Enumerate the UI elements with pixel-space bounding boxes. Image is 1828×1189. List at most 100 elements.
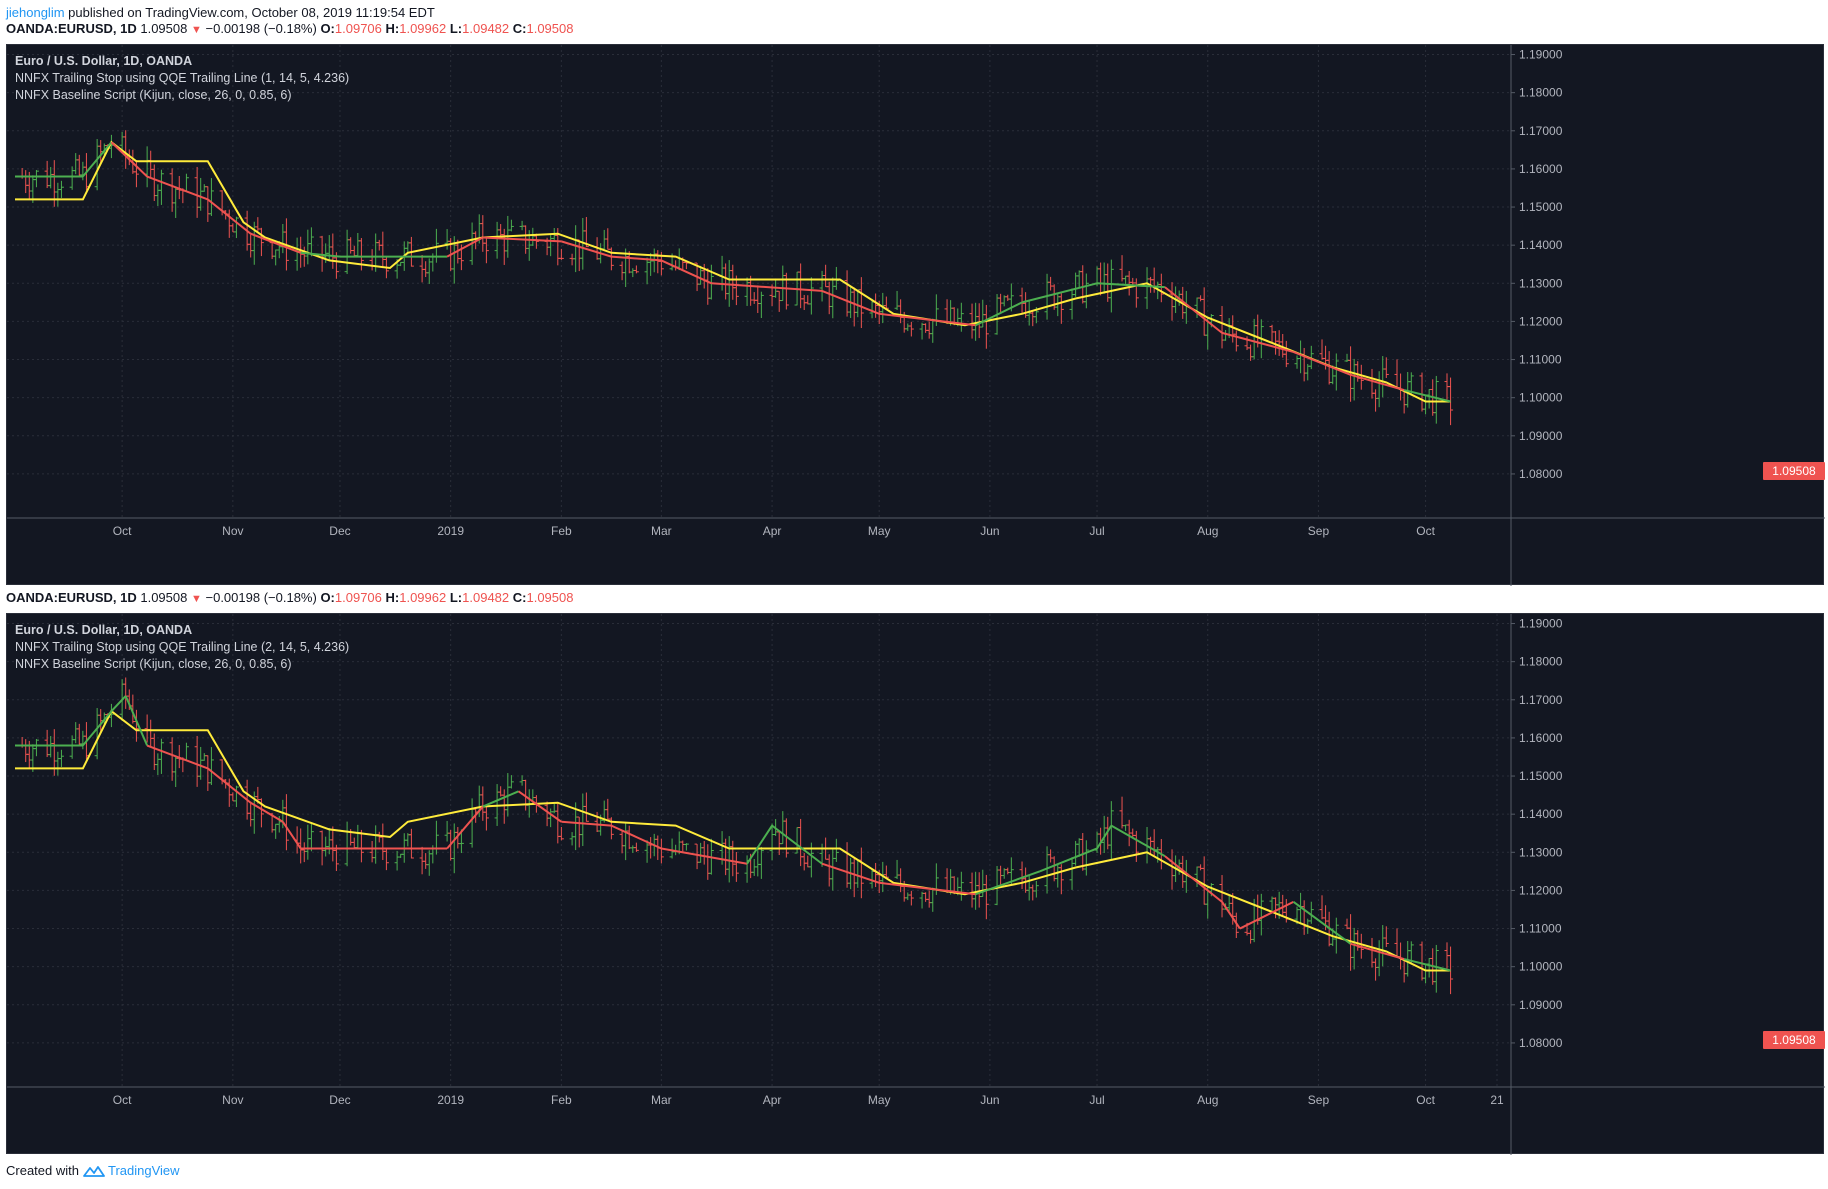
baseline-segment bbox=[879, 312, 976, 327]
baseline-segment bbox=[1350, 373, 1405, 392]
x-tick-label: Dec bbox=[329, 524, 350, 538]
x-tick-label: Nov bbox=[222, 1093, 243, 1107]
x-tick-label: May bbox=[868, 524, 891, 538]
price-change: −0.00198 (−0.18%) bbox=[205, 590, 317, 605]
chart-panel-top[interactable]: 1.19000 1.18000 1.17000 1.16000 1.15000 1.140… bbox=[6, 44, 1825, 586]
baseline-segment bbox=[250, 232, 302, 254]
low-label: L: bbox=[449, 21, 463, 36]
down-arrow-icon: ▼ bbox=[190, 24, 202, 36]
x-tick-label: Jul bbox=[1089, 1093, 1104, 1107]
chart-legend: Euro / U.S. Dollar, 1D, OANDA NNFX Trail… bbox=[15, 622, 349, 673]
publish-line: jiehonglim published on TradingView.com,… bbox=[6, 5, 435, 21]
down-arrow-icon: ▼ bbox=[190, 593, 202, 605]
x-tick-label: Jun bbox=[980, 524, 999, 538]
x-tick-label: 2019 bbox=[437, 1093, 464, 1107]
baseline-segment bbox=[821, 289, 880, 315]
symbol-label: OANDA:EURUSD, 1D bbox=[6, 590, 137, 605]
baseline-segment bbox=[207, 767, 252, 804]
ohlc-line-top: OANDA:EURUSD, 1D 1.09508 ▼ −0.00198 (−0.… bbox=[6, 21, 573, 37]
last-price: 1.09508 bbox=[140, 21, 188, 36]
baseline-segment bbox=[711, 282, 823, 292]
y-tick-label: 1.15000 bbox=[1519, 200, 1563, 214]
legend-baseline[interactable]: NNFX Baseline Script (Kijun, close, 26, … bbox=[15, 88, 292, 102]
baseline-segment bbox=[124, 695, 149, 746]
baseline-segment bbox=[82, 141, 113, 178]
baseline-segment bbox=[746, 825, 773, 865]
y-tick-label: 1.14000 bbox=[1519, 807, 1563, 821]
x-tick-label: Aug bbox=[1197, 524, 1218, 538]
trailing-stop-line bbox=[15, 140, 1451, 403]
y-tick-label: 1.12000 bbox=[1519, 314, 1563, 328]
baseline-segment bbox=[1350, 942, 1405, 961]
x-tick-label: May bbox=[868, 1093, 891, 1107]
x-tick-label: Oct bbox=[113, 1093, 132, 1107]
baseline-segment bbox=[82, 710, 113, 747]
open-value: 1.09706 bbox=[334, 590, 382, 605]
baseline-segment bbox=[1164, 855, 1223, 903]
x-tick-label: Oct bbox=[1416, 524, 1435, 538]
tradingview-link[interactable]: TradingView bbox=[83, 1163, 180, 1178]
y-tick-label: 1.12000 bbox=[1519, 883, 1563, 897]
last-price-tag: 1.09508 bbox=[1763, 1031, 1825, 1049]
baseline-segment bbox=[1096, 282, 1165, 289]
last-price: 1.09508 bbox=[140, 590, 188, 605]
baseline-segment bbox=[300, 251, 341, 258]
legend-trailing-stop[interactable]: NNFX Trailing Stop using QQE Trailing Li… bbox=[15, 71, 350, 85]
x-tick-label: Mar bbox=[651, 524, 672, 538]
price-change: −0.00198 (−0.18%) bbox=[205, 21, 317, 36]
baseline-segment bbox=[446, 236, 484, 258]
baseline-segment bbox=[207, 198, 252, 235]
baseline-segment bbox=[1096, 825, 1113, 850]
last-price-tag: 1.09508 bbox=[1763, 462, 1825, 480]
author-link[interactable]: jiehonglim bbox=[6, 5, 65, 20]
baseline-segment bbox=[1110, 824, 1166, 857]
tradingview-brand: TradingView bbox=[107, 1163, 180, 1178]
chart-svg[interactable]: 1.19000 1.18000 1.17000 1.16000 1.15000 1.140… bbox=[7, 614, 1825, 1155]
x-tick-label: Feb bbox=[551, 1093, 572, 1107]
legend-baseline[interactable]: NNFX Baseline Script (Kijun, close, 26, … bbox=[15, 657, 292, 671]
chart-panel-bottom[interactable]: 1.19000 1.18000 1.17000 1.16000 1.15000 1.140… bbox=[6, 613, 1825, 1155]
x-tick-label: Apr bbox=[763, 524, 782, 538]
baseline-segment bbox=[1221, 901, 1241, 930]
y-tick-label: 1.10000 bbox=[1519, 391, 1563, 405]
y-tick-label: 1.13000 bbox=[1519, 276, 1563, 290]
chart-svg[interactable]: 1.19000 1.18000 1.17000 1.16000 1.15000 1.140… bbox=[7, 45, 1825, 586]
y-tick-label: 1.09000 bbox=[1519, 429, 1563, 443]
baseline-segment bbox=[660, 259, 712, 285]
x-tick-label: Oct bbox=[113, 524, 132, 538]
baseline-segment bbox=[661, 847, 748, 865]
baseline-segment bbox=[975, 870, 1041, 896]
baseline-segment bbox=[610, 824, 662, 850]
legend-trailing-stop[interactable]: NNFX Trailing Stop using QQE Trailing Li… bbox=[15, 640, 350, 654]
tradingview-logo-icon bbox=[83, 1165, 105, 1177]
open-label: O: bbox=[320, 21, 335, 36]
baseline-segment bbox=[771, 824, 823, 865]
y-tick-label: 1.11000 bbox=[1519, 922, 1562, 936]
low-label: L: bbox=[449, 590, 463, 605]
close-label: C: bbox=[512, 21, 527, 36]
trailing-stop-line bbox=[15, 709, 1451, 972]
chart-legend: Euro / U.S. Dollar, 1D, OANDA NNFX Trail… bbox=[15, 53, 349, 104]
symbol-label: OANDA:EURUSD, 1D bbox=[6, 21, 137, 36]
baseline-segment bbox=[517, 790, 562, 823]
baseline-segment bbox=[482, 790, 519, 808]
baseline-segment bbox=[611, 255, 662, 262]
y-tick-label: 1.16000 bbox=[1519, 162, 1563, 176]
baseline-segment bbox=[561, 240, 612, 258]
footer: Created with TradingView bbox=[6, 1163, 180, 1178]
y-tick-label: 1.19000 bbox=[1519, 617, 1563, 631]
x-tick-label: Mar bbox=[651, 1093, 672, 1107]
y-tick-label: 1.17000 bbox=[1519, 693, 1563, 707]
close-value: 1.09508 bbox=[526, 21, 574, 36]
y-tick-label: 1.11000 bbox=[1519, 353, 1562, 367]
baseline-segment bbox=[282, 821, 302, 850]
high-value: 1.09962 bbox=[399, 21, 447, 36]
baseline-segment bbox=[1221, 331, 1294, 353]
high-label: H: bbox=[385, 21, 400, 36]
y-tick-label: 1.13000 bbox=[1519, 845, 1563, 859]
baseline-segment bbox=[1403, 389, 1451, 403]
y-tick-label: 1.10000 bbox=[1519, 960, 1563, 974]
legend-title: Euro / U.S. Dollar, 1D, OANDA bbox=[15, 623, 193, 637]
baseline-segment bbox=[1239, 900, 1294, 930]
legend-title: Euro / U.S. Dollar, 1D, OANDA bbox=[15, 54, 193, 68]
